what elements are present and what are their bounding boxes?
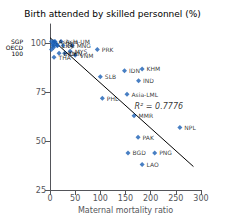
svg-text:NPL: NPL bbox=[184, 124, 196, 131]
svg-text:THA: THA bbox=[58, 54, 72, 61]
svg-text:75: 75 bbox=[36, 88, 46, 97]
svg-text:100: 100 bbox=[31, 39, 46, 48]
svg-text:IDN: IDN bbox=[129, 67, 140, 74]
svg-text:150: 150 bbox=[118, 194, 133, 203]
svg-text:25: 25 bbox=[36, 186, 46, 195]
svg-text:200: 200 bbox=[143, 194, 158, 203]
svg-text:Asia-LML: Asia-LML bbox=[132, 91, 159, 98]
svg-text:MMR: MMR bbox=[139, 112, 154, 119]
svg-text:KHM: KHM bbox=[147, 65, 161, 72]
svg-text:PAK: PAK bbox=[143, 134, 155, 141]
svg-text:100: 100 bbox=[93, 194, 108, 203]
svg-text:PHL: PHL bbox=[107, 95, 119, 102]
svg-text:VNM: VNM bbox=[80, 52, 94, 59]
svg-text:250: 250 bbox=[168, 194, 183, 203]
svg-text:Birth attended by skilled pers: Birth attended by skilled personnel (%) bbox=[24, 9, 201, 19]
svg-text:100: 100 bbox=[12, 50, 24, 57]
svg-text:50: 50 bbox=[70, 194, 80, 203]
svg-text:LAO: LAO bbox=[147, 161, 159, 168]
svg-text:300: 300 bbox=[193, 194, 208, 203]
svg-text:R² = 0.7776: R² = 0.7776 bbox=[135, 102, 184, 111]
svg-text:Maternal mortality ratio: Maternal mortality ratio bbox=[78, 206, 173, 215]
svg-text:PNG: PNG bbox=[159, 149, 172, 156]
svg-text:BGD: BGD bbox=[133, 149, 147, 156]
svg-text:SLB: SLB bbox=[105, 73, 116, 80]
svg-text:50: 50 bbox=[36, 137, 46, 146]
svg-text:IND: IND bbox=[143, 77, 154, 84]
svg-text:0: 0 bbox=[47, 194, 52, 203]
svg-text:LKA: LKA bbox=[62, 42, 74, 49]
svg-text:PRK: PRK bbox=[102, 46, 115, 53]
